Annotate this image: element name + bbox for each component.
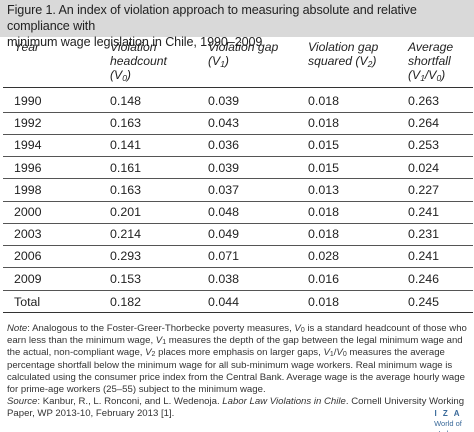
table-header-row: Year Violation headcount (V0) Violation … <box>0 40 474 88</box>
table-cell: 0.214 <box>110 227 142 242</box>
table-cell: 0.015 <box>308 138 340 153</box>
row-divider <box>3 222 473 224</box>
header-divider <box>3 87 473 88</box>
row-divider <box>3 200 473 202</box>
table-cell: 0.036 <box>208 138 240 153</box>
table-cell: 0.263 <box>408 94 440 108</box>
note-paragraph: Note: Analogous to the Foster-Greer-Thor… <box>7 323 467 396</box>
table-row: 1996 0.161 0.039 0.015 0.024 <box>0 157 474 179</box>
table-cell: 0.071 <box>208 249 240 264</box>
table-row: 1990 0.148 0.039 0.018 0.263 <box>0 90 474 112</box>
total-divider <box>3 289 473 291</box>
table-cell: 0.049 <box>208 227 240 242</box>
caption-line-1: Figure 1. An index of violation approach… <box>7 3 417 33</box>
table-cell: 0.163 <box>110 116 142 131</box>
table-cell: 0.016 <box>308 271 340 286</box>
table-cell: 0.245 <box>408 294 440 309</box>
header-violation-headcount: Violation headcount (V0) <box>110 40 167 83</box>
table-cell: 0.182 <box>110 294 142 309</box>
table-cell: 0.044 <box>208 294 240 309</box>
table-cell: 0.037 <box>208 182 240 197</box>
table-cell: 0.141 <box>110 138 142 153</box>
table-row: 2000 0.201 0.048 0.018 0.241 <box>0 201 474 223</box>
row-divider <box>3 156 473 158</box>
table-cell: 0.024 <box>408 160 440 175</box>
row-divider <box>3 133 473 135</box>
header-average-shortfall: Average shortfall (V1/V0) <box>408 40 454 83</box>
data-table: Year Violation headcount (V0) Violation … <box>0 40 474 313</box>
table-cell: 0.015 <box>308 160 340 175</box>
row-divider <box>3 178 473 180</box>
table-cell: 0.039 <box>208 94 240 108</box>
table-row: 1992 0.163 0.043 0.018 0.264 <box>0 112 474 134</box>
table-cell: 0.018 <box>308 205 340 219</box>
table-cell: 2009 <box>14 271 42 286</box>
table-cell: 0.018 <box>308 294 340 309</box>
table-row: 2009 0.153 0.038 0.016 0.246 <box>0 268 474 290</box>
table-row: 1998 0.163 0.037 0.013 0.227 <box>0 179 474 201</box>
caption-line-2: minimum wage legislation in Chile, 1990–… <box>7 35 263 49</box>
figure-caption: Figure 1. An index of violation approach… <box>0 0 474 49</box>
table-row: 2006 0.293 0.071 0.028 0.241 <box>0 245 474 267</box>
header-year: Year <box>14 40 40 54</box>
table-cell: 0.293 <box>110 249 142 264</box>
iza-world-of-labor-logo: I Z A World of Labor <box>425 409 471 432</box>
table-cell: 0.028 <box>308 249 340 264</box>
table-cell: 0.038 <box>208 271 240 286</box>
table-row: 1994 0.141 0.036 0.015 0.253 <box>0 134 474 156</box>
table-cell: 0.253 <box>408 138 440 153</box>
table-cell: 0.153 <box>110 271 142 286</box>
logo-subtitle: World of Labor <box>434 419 462 432</box>
table-cell: 0.161 <box>110 160 142 175</box>
table-cell: 0.018 <box>308 94 340 108</box>
table-cell: 1992 <box>14 116 42 131</box>
row-divider <box>3 244 473 246</box>
table-cell: 1990 <box>14 94 42 108</box>
table-cell: 0.241 <box>408 205 440 219</box>
table-cell: 2000 <box>14 205 42 219</box>
table-cell: 0.148 <box>110 94 142 108</box>
row-divider <box>3 111 473 113</box>
logo-brand: I Z A <box>434 409 462 418</box>
table-bottom-rule <box>3 312 473 313</box>
table-cell: 0.048 <box>208 205 240 219</box>
table-cell: 2006 <box>14 249 42 264</box>
table-notes: Note: Analogous to the Foster-Greer-Thor… <box>7 323 469 421</box>
table-cell: 1996 <box>14 160 42 175</box>
table-cell: 0.043 <box>208 116 240 131</box>
header-violation-gap-squared: Violation gap squared (V2) <box>308 40 379 69</box>
table-row: 2003 0.214 0.049 0.018 0.231 <box>0 223 474 245</box>
table-cell: 0.227 <box>408 182 440 197</box>
table-cell: 0.163 <box>110 182 142 197</box>
table-cell: 0.241 <box>408 249 440 264</box>
table-cell: 1994 <box>14 138 42 153</box>
table-cell: 0.018 <box>308 227 340 242</box>
table-row-total: Total 0.182 0.044 0.018 0.245 <box>0 291 474 313</box>
table-cell: 0.246 <box>408 271 440 286</box>
header-violation-gap: Violation gap (V1) <box>208 40 279 69</box>
table-cell: 2003 <box>14 227 42 242</box>
source-paragraph: Source: Kanbur, R., L. Ronconi, and L. W… <box>7 396 465 420</box>
table-cell: 0.201 <box>110 205 142 219</box>
table-cell: 1998 <box>14 182 42 197</box>
table-cell: 0.018 <box>308 116 340 131</box>
table-cell: Total <box>14 294 41 309</box>
table-cell: 0.039 <box>208 160 240 175</box>
row-divider <box>3 267 473 269</box>
table-cell: 0.264 <box>408 116 440 131</box>
table-cell: 0.013 <box>308 182 340 197</box>
table-cell: 0.231 <box>408 227 440 242</box>
